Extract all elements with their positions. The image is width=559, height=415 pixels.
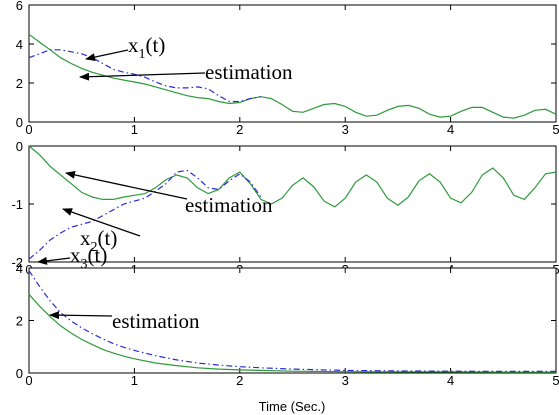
arrow-x2-label: [62, 208, 141, 237]
x-tick-label: 0: [25, 373, 32, 388]
subplot-x1: 0 1 2 3 4 5 0 2 4 6: [16, 0, 559, 137]
arrow-x3-label: [37, 256, 71, 265]
y-tick-label: 4: [16, 37, 23, 52]
y-tick-label: 0: [16, 366, 23, 381]
series-actual-x3: [28, 293, 556, 373]
plot-frame-x3: [28, 267, 557, 374]
plot-frame-x2: [28, 145, 557, 263]
y-tick-label: 2: [16, 76, 23, 91]
label-estimation-2: estimation: [185, 193, 273, 217]
series-actual-x2: [28, 145, 557, 208]
label-estimation-1: estimation: [205, 60, 293, 84]
y-tick-label: -2: [11, 255, 23, 270]
y-tick-label: -1: [11, 197, 23, 212]
label-x3: x3(t): [70, 243, 107, 272]
arrow-estimation-3: [49, 311, 113, 320]
annotations-panel-3: x3(t) estimation: [37, 243, 200, 333]
subplot-x3: 0 1 2 3 4 5 0 2 4: [16, 261, 559, 388]
label-estimation-3: estimation: [112, 309, 200, 333]
plot-frame-x1: [28, 4, 557, 123]
y-tick-label: 4: [16, 261, 23, 276]
x-tick-label: 0: [25, 122, 32, 137]
x-tick-label: 3: [342, 122, 349, 137]
y-tick-label: 2: [16, 314, 23, 329]
label-x1: x1(t): [128, 33, 165, 62]
x-tick-label: 5: [552, 373, 559, 388]
x-tick-label: 5: [552, 122, 559, 137]
x-tick-label: 4: [447, 373, 454, 388]
y-tick-label: 0: [16, 115, 23, 130]
x-tick-label: 1: [131, 122, 138, 137]
x-tick-label: 2: [236, 122, 243, 137]
x-tick-label: 3: [342, 373, 349, 388]
series-actual-x1: [28, 33, 557, 119]
x-tick-label: 4: [447, 122, 454, 137]
y-tick-label: 0: [16, 139, 23, 154]
arrow-estimation-2: [65, 170, 188, 200]
annotations-panel-1: x1(t) estimation: [79, 33, 293, 84]
x-tick-label: 2: [236, 373, 243, 388]
series-estimate-x1: [28, 49, 262, 103]
annotations-panel-2: estimation x2(t): [62, 170, 273, 255]
arrow-estimation-1: [79, 72, 206, 81]
y-tick-label: 6: [16, 0, 23, 13]
arrow-x1-label: [85, 49, 129, 62]
x-tick-label: 1: [131, 373, 138, 388]
label-x2: x2(t): [80, 226, 117, 255]
x-axis-label: Time (Sec.): [259, 399, 326, 414]
series-estimate-x3: [28, 270, 556, 372]
